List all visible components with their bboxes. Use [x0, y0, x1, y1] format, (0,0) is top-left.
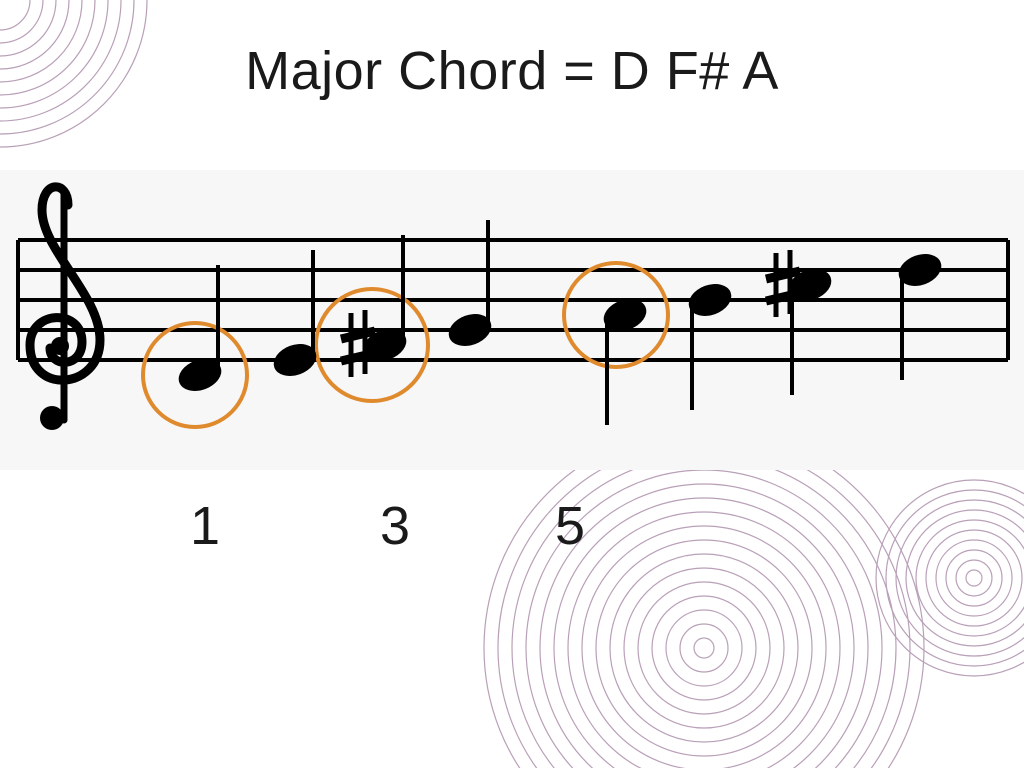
staff-container — [0, 170, 1024, 470]
degree-label: 5 — [555, 495, 585, 557]
page-title: Major Chord = D F# A — [0, 40, 1024, 102]
degree-labels: 1 3 5 — [0, 495, 1024, 555]
staff-svg — [0, 170, 1024, 470]
degree-label: 3 — [380, 495, 410, 557]
degree-label: 1 — [190, 495, 220, 557]
